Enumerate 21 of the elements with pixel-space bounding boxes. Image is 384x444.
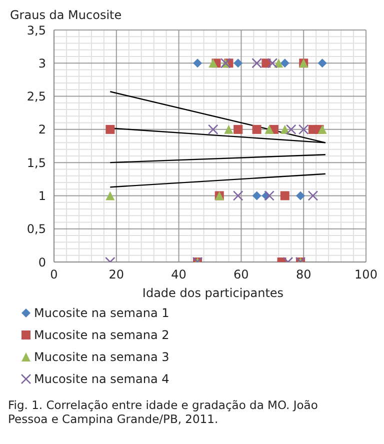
x-tick-label: 0 [50,268,58,282]
x-tick-label: 80 [296,268,312,282]
legend-label: Mucosite na semana 1 [34,306,170,320]
x-axis-title: Idade dos participantes [141,286,285,300]
x-tick-label: 20 [108,268,124,282]
caption: Fig. 1. Correlação entre idade e gradação da MO. João Pessoa e Campina Grande/PB, 2011. [8,398,319,426]
legend-label: Mucosite na semana 2 [34,328,170,342]
y-tick-label: 2,5 [26,90,46,104]
y-axis-title: Graus da Mucosite [10,8,123,22]
y-tick-label: 2 [38,122,46,137]
y-tick-label: 0,5 [26,222,46,236]
legend-label: Mucosite na semana 4 [34,372,170,386]
x-tick-label: 40 [171,268,186,282]
x-tick-label: 100 [354,268,378,282]
y-tick-label: 1 [38,188,46,203]
x-tick-label: 60 [234,268,249,282]
y-tick-label: 0 [38,255,46,270]
y-tick-label: 1,5 [26,156,46,170]
y-tick-label: 3,5 [26,23,46,38]
legend-label: Mucosite na semana 3 [34,350,170,364]
y-tick-label: 3 [38,56,46,70]
